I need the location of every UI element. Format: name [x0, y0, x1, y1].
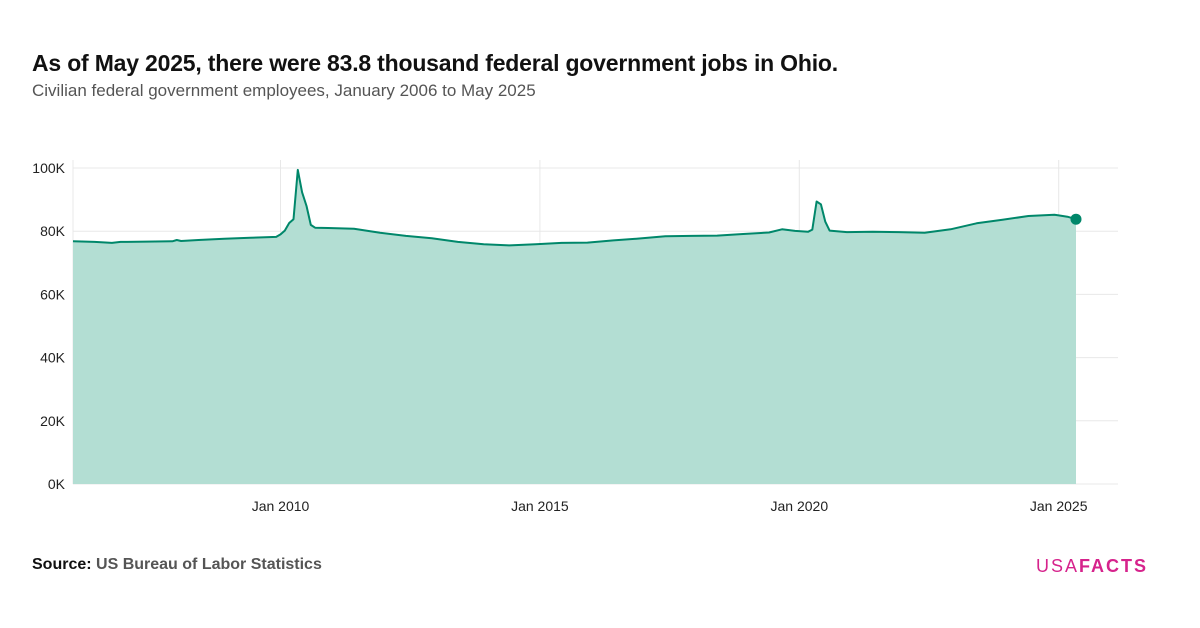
x-tick-label: Jan 2010 — [252, 498, 310, 514]
y-tick-label: 100K — [32, 160, 65, 176]
usafacts-logo[interactable]: USAFACTS — [1036, 556, 1148, 577]
y-tick-label: 80K — [40, 223, 66, 239]
y-tick-label: 40K — [40, 350, 66, 366]
logo-facts-text: FACTS — [1078, 556, 1148, 576]
x-tick-label: Jan 2025 — [1030, 498, 1088, 514]
source-label: Source: — [32, 556, 92, 573]
x-tick-label: Jan 2020 — [771, 498, 829, 514]
source-value: US Bureau of Labor Statistics — [96, 556, 322, 573]
x-tick-label: Jan 2015 — [511, 498, 569, 514]
y-tick-label: 60K — [40, 286, 66, 302]
y-tick-label: 20K — [40, 413, 66, 429]
series-line — [72, 168, 1077, 247]
logo-usa-text: USA — [1035, 556, 1079, 576]
last-point-marker — [1070, 213, 1082, 225]
chart-title: As of May 2025, there were 83.8 thousand… — [32, 50, 838, 76]
series-area — [73, 169, 1076, 484]
source-note: Source: US Bureau of Labor Statistics — [32, 556, 322, 574]
y-tick-label: 0K — [48, 476, 66, 492]
chart-subtitle: Civilian federal government employees, J… — [32, 81, 536, 100]
